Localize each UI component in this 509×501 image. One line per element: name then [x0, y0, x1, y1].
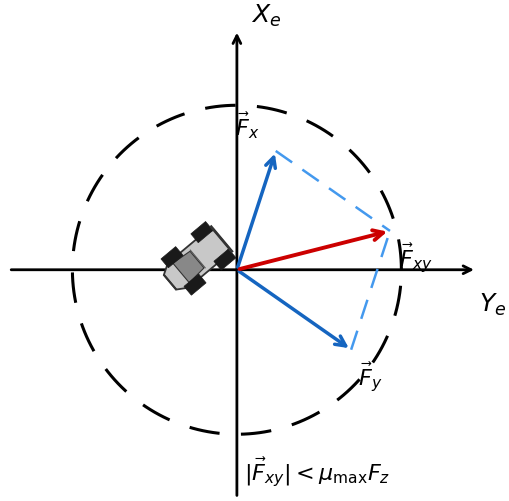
Polygon shape [213, 249, 236, 271]
Polygon shape [184, 275, 206, 296]
Text: $\vec{F}_x$: $\vec{F}_x$ [235, 110, 259, 140]
Polygon shape [190, 222, 213, 243]
Polygon shape [161, 247, 183, 268]
Text: $X_e$: $X_e$ [250, 3, 280, 29]
Text: $Y_e$: $Y_e$ [478, 291, 505, 317]
Text: $\vec{F}_y$: $\vec{F}_y$ [357, 359, 382, 393]
Polygon shape [173, 252, 204, 283]
Text: $|\vec{F}_{xy}| < \mu_{\mathrm{max}}F_z$: $|\vec{F}_{xy}| < \mu_{\mathrm{max}}F_z$ [243, 454, 389, 488]
Polygon shape [163, 230, 229, 290]
Text: $\vec{F}_{xy}$: $\vec{F}_{xy}$ [399, 240, 432, 275]
